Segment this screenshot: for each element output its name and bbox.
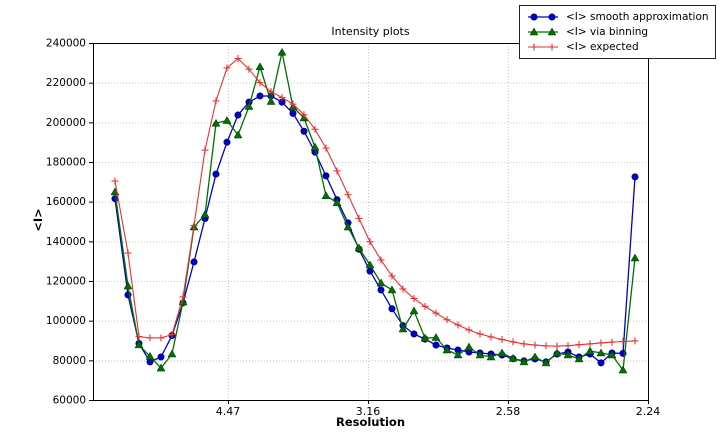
legend-entry: <I> via binning [526, 24, 709, 39]
y-tick-label: 160000 [46, 196, 86, 208]
series-plus [111, 54, 639, 350]
y-tick-label: 240000 [46, 38, 86, 50]
x-axis-label: Resolution [335, 415, 406, 429]
y-tick-label: 200000 [46, 117, 86, 129]
legend-label: <I> expected [566, 40, 639, 53]
y-tick-label: 60000 [53, 395, 86, 407]
axes-frame: 4.47 3.16 2.58 2.24 60000 80000 100000 120000 14… [46, 38, 660, 419]
x-tick-label: 3.16 [356, 405, 381, 418]
y-tick-label: 100000 [46, 315, 86, 327]
gridlines [93, 43, 649, 401]
y-tick-label: 220000 [46, 77, 86, 89]
circle-marker-icon [528, 12, 558, 21]
legend: <I> smooth approximation <I> via binning <… [519, 5, 716, 59]
chart-title: Intensity plots [331, 25, 410, 38]
legend-label: <I> smooth approximation [566, 10, 709, 23]
x-tick-label: 2.58 [496, 405, 521, 418]
legend-entry: <I> smooth approximation [526, 9, 709, 24]
y-axis-label: <I> [31, 208, 45, 232]
y-tick-label: 140000 [46, 236, 86, 248]
y-tick-label: 80000 [53, 355, 86, 367]
triangle-marker-icon [528, 26, 558, 35]
plus-marker-icon [528, 43, 558, 50]
legend-label: <I> via binning [566, 25, 649, 38]
y-tick-label: 120000 [46, 276, 86, 288]
x-tick-label: 4.47 [216, 405, 241, 418]
legend-entry: <I> expected [526, 39, 709, 54]
x-tick-label: 2.24 [636, 405, 661, 418]
y-tick-label: 180000 [46, 157, 86, 169]
series-triangle [110, 47, 640, 374]
